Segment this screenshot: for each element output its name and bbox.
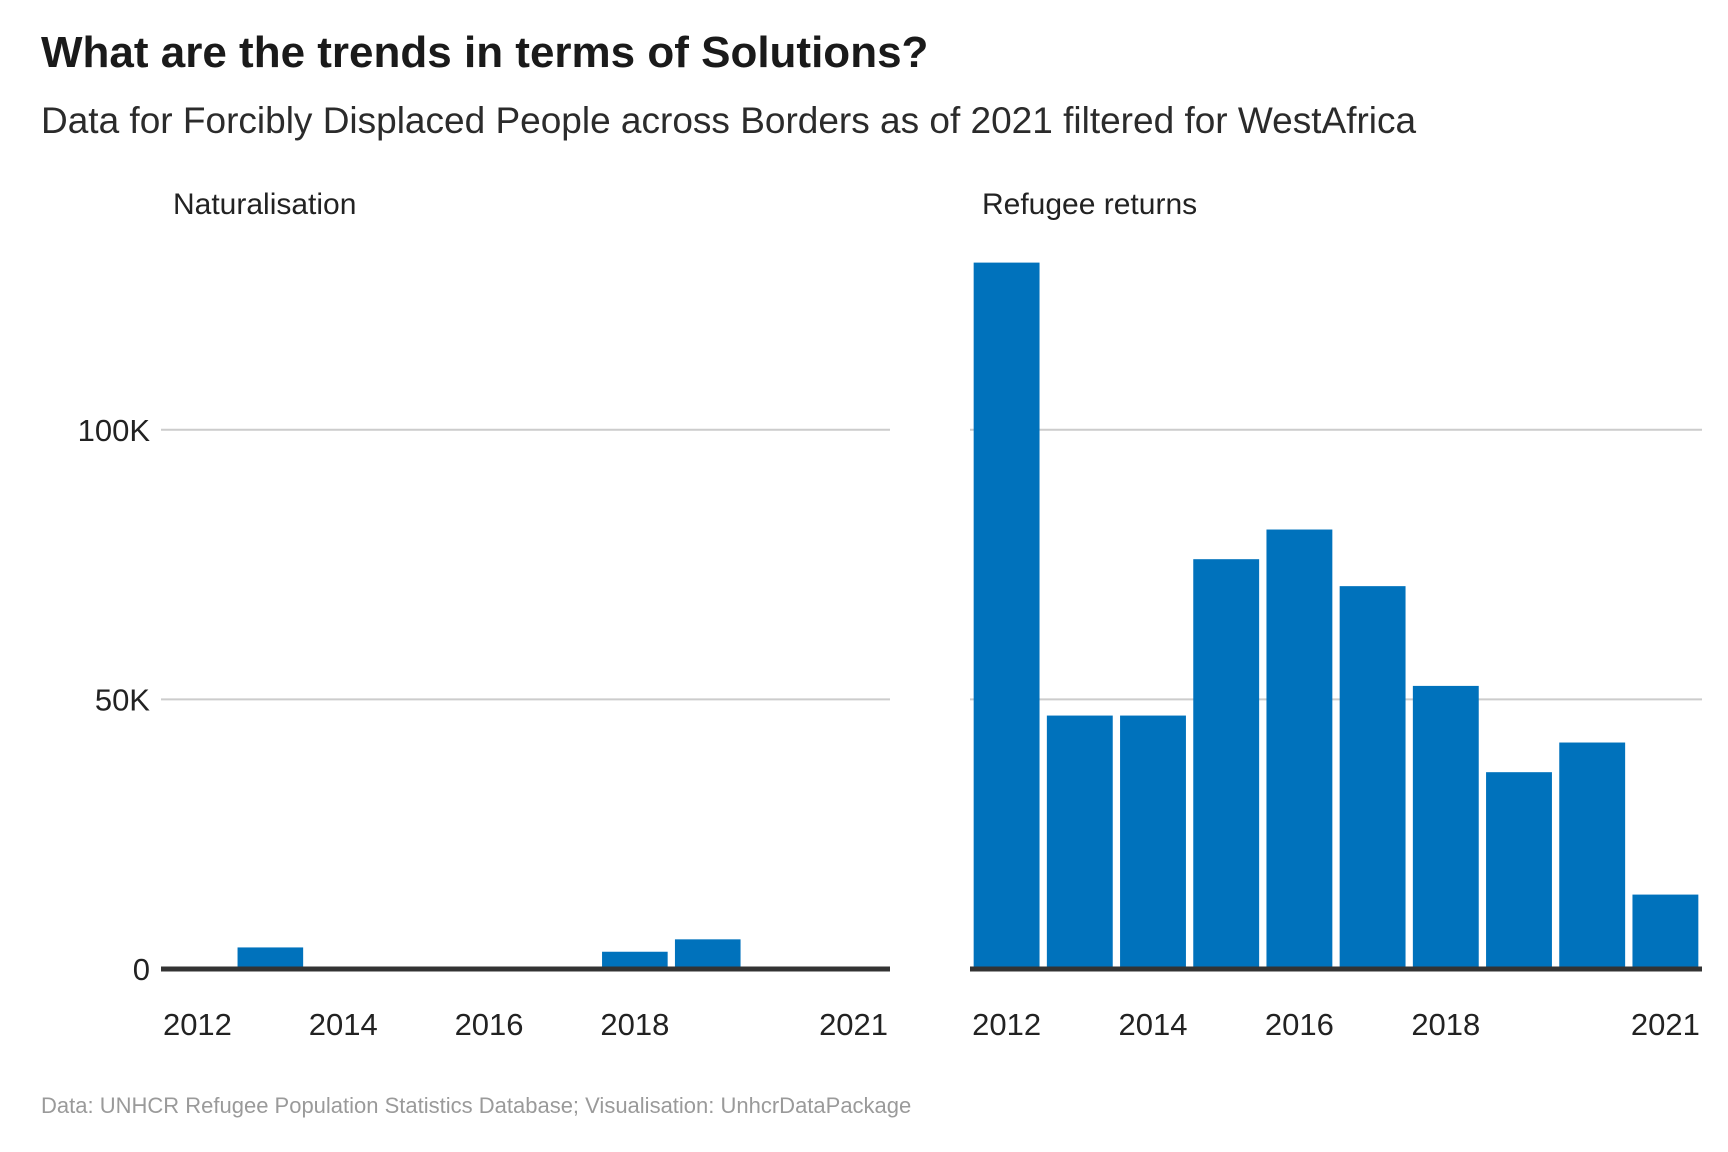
bar-2018 bbox=[602, 951, 668, 969]
x-tick-label: 2016 bbox=[455, 1007, 524, 1042]
y-tick-label: 0 bbox=[133, 952, 150, 987]
x-tick-label: 2021 bbox=[819, 1007, 888, 1042]
x-tick-label: 2016 bbox=[1265, 1007, 1334, 1042]
bar-2020 bbox=[1559, 742, 1626, 969]
chart-subtitle: Data for Forcibly Displaced People acros… bbox=[41, 100, 1417, 141]
bar-2014 bbox=[1120, 715, 1186, 969]
x-tick-label: 2012 bbox=[972, 1007, 1041, 1042]
source-caption: Data: UNHCR Refugee Population Statistic… bbox=[41, 1093, 912, 1118]
bar-2012 bbox=[973, 262, 1040, 970]
bar-2016 bbox=[1266, 529, 1333, 969]
panel-title: Naturalisation bbox=[173, 188, 356, 221]
x-tick-label: 2012 bbox=[163, 1007, 232, 1042]
panel-title: Refugee returns bbox=[982, 188, 1197, 221]
x-tick-label: 2021 bbox=[1631, 1007, 1700, 1042]
bar-2017 bbox=[1339, 586, 1406, 969]
bar-2013 bbox=[237, 947, 304, 969]
x-tick-label: 2018 bbox=[600, 1007, 669, 1042]
x-tick-label: 2018 bbox=[1411, 1007, 1480, 1042]
bar-2013 bbox=[1046, 715, 1113, 969]
y-tick-label: 100K bbox=[78, 413, 151, 448]
bar-2019 bbox=[1486, 772, 1552, 969]
y-tick-label: 50K bbox=[95, 682, 150, 717]
bar-2019 bbox=[674, 939, 741, 969]
bar-2015 bbox=[1193, 559, 1260, 969]
x-tick-label: 2014 bbox=[1119, 1007, 1188, 1042]
bar-2018 bbox=[1412, 685, 1479, 969]
chart-title: What are the trends in terms of Solution… bbox=[41, 28, 929, 77]
bar-2021 bbox=[1632, 894, 1699, 969]
x-tick-label: 2014 bbox=[309, 1007, 378, 1042]
